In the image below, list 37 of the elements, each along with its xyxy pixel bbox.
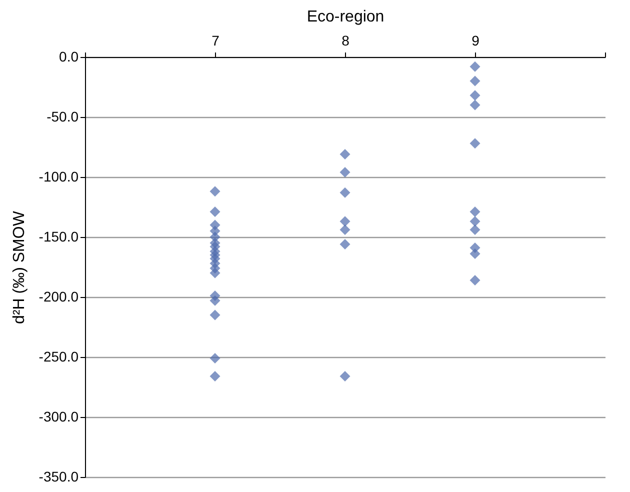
- y-tick-label: -100.0: [38, 168, 79, 184]
- x-tick-label: 7: [212, 32, 220, 48]
- point: [470, 206, 480, 218]
- point: [470, 100, 480, 110]
- x-axis-title: Eco-region: [306, 8, 384, 26]
- point: [210, 295, 220, 306]
- y-tick-label: -50.0: [46, 108, 79, 124]
- point: [210, 206, 220, 218]
- point: [470, 274, 480, 286]
- point: [470, 248, 480, 260]
- y-tick-label: -150.0: [38, 228, 79, 244]
- y-tick-label: -200.0: [38, 288, 79, 304]
- point: [210, 352, 220, 364]
- point: [470, 216, 480, 227]
- x-tick-label: 8: [342, 32, 350, 48]
- point: [470, 138, 480, 149]
- point: [210, 310, 220, 320]
- point: [340, 224, 350, 236]
- point: [470, 224, 480, 236]
- point: [340, 370, 350, 382]
- y-tick-label: -350.0: [38, 468, 79, 484]
- y-tick-label: -300.0: [38, 408, 79, 424]
- point: [340, 166, 350, 178]
- point: [210, 268, 220, 278]
- point: [340, 187, 350, 198]
- y-tick-label: 0.0: [59, 48, 79, 64]
- point: [210, 370, 220, 382]
- point: [340, 238, 350, 250]
- x-tick-label: 9: [472, 32, 480, 48]
- point: [470, 76, 480, 86]
- point: [470, 61, 480, 72]
- point: [470, 90, 480, 101]
- y-axis-title: d²H (‰) SMOW: [10, 210, 28, 324]
- point: [340, 216, 350, 227]
- point: [210, 186, 220, 197]
- y-tick-label: -250.0: [38, 348, 79, 364]
- point: [340, 148, 350, 160]
